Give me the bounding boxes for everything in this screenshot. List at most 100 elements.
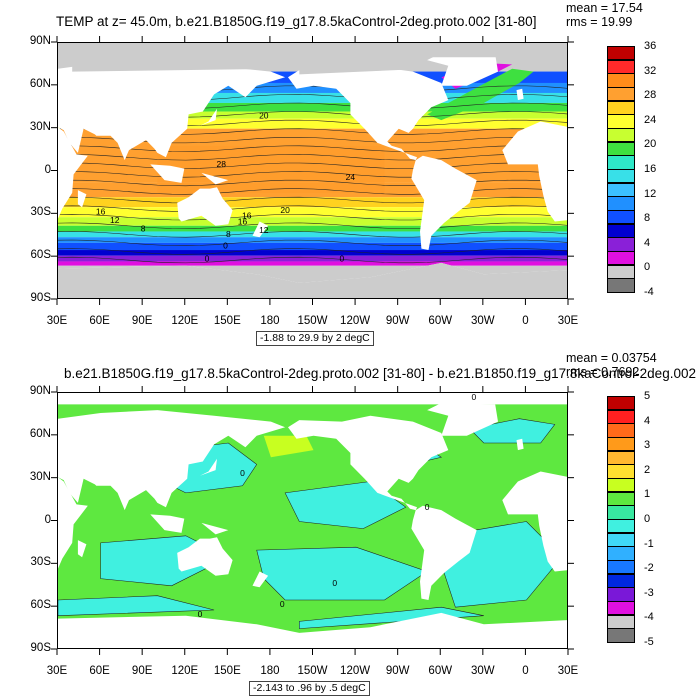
colorbar-label: 3 <box>644 439 651 452</box>
land-indonesia <box>150 514 185 533</box>
sst-band <box>58 102 567 112</box>
colorbar-swatch <box>607 141 635 157</box>
sst-band <box>58 111 567 119</box>
land-newzealand <box>252 571 269 588</box>
land-greenland <box>427 53 498 86</box>
sst-band <box>58 217 567 226</box>
colorbar-label: 32 <box>644 64 657 77</box>
panel-2-x-tick: 0 <box>522 665 529 677</box>
contour-line <box>58 231 567 238</box>
colorbar-label: -2 <box>644 562 654 575</box>
contour-label: 0 <box>280 599 285 609</box>
colorbar-swatch <box>607 478 635 493</box>
colorbar-label: 2 <box>644 463 651 476</box>
panel-1-x-tick: 0 <box>522 315 529 327</box>
land-africa_w <box>502 471 567 572</box>
colorbar-swatch <box>607 278 635 293</box>
land-samerica <box>411 155 477 250</box>
colorbar-swatch <box>607 409 635 425</box>
colorbar-label: 1 <box>644 488 651 501</box>
land-madagascar <box>77 190 87 208</box>
contour-label: 0 <box>472 393 477 402</box>
panel-2-map: 0 0 0 0 0 0 <box>57 392 568 649</box>
contour-label: 0 <box>205 253 210 263</box>
colorbar-swatch <box>607 210 635 225</box>
contour-line <box>58 145 567 152</box>
contour-label: 16 <box>238 216 248 226</box>
contour-line <box>58 196 567 204</box>
sst-band <box>58 207 567 218</box>
colorbar-label: -4 <box>644 611 654 624</box>
colorbar-swatch <box>607 73 635 88</box>
colorbar-label: 28 <box>644 89 657 102</box>
panel-2-x-tick: 150W <box>297 665 328 677</box>
panel-2-colorbar: 5 4 3 2 1 0 -1 -2 -3 -4 -5 <box>607 390 667 648</box>
land-africa_w <box>502 121 567 222</box>
land-australia <box>177 537 233 576</box>
siberia-grey <box>72 54 286 72</box>
colorbar-swatch <box>607 519 635 534</box>
contour-line <box>58 222 567 229</box>
panel-1-y-tick: 90S <box>30 292 51 304</box>
sst-band <box>58 92 567 103</box>
contour-label: 24 <box>346 172 356 182</box>
colorbar-swatch <box>607 128 635 143</box>
sst-band <box>58 237 567 243</box>
land-africa_e <box>58 477 88 570</box>
colorbar-swatch <box>607 169 635 184</box>
land-antarctica <box>58 612 567 648</box>
contour-label: 16 <box>242 211 252 221</box>
panel-2-x-tick: 30E <box>557 665 579 677</box>
colorbar-swatch <box>607 396 635 411</box>
panel-2-rms: rms = 0.7692 <box>566 365 640 379</box>
land-britain <box>516 88 524 101</box>
panel-1-mean: mean = 17.54 <box>566 1 643 15</box>
colorbar-swatch <box>607 573 635 589</box>
canada-arctic-grey <box>299 54 428 75</box>
colorbar-label: 0 <box>644 261 651 274</box>
colorbar-swatch <box>607 450 635 466</box>
panel-1-map: 20 28 24 16 12 8 0 16 12 8 20 0 0 16 <box>57 42 568 299</box>
colorbar-label: 4 <box>644 414 651 427</box>
colorbar-swatch <box>607 491 635 507</box>
colorbar-label: -5 <box>644 636 654 648</box>
colorbar-label: 20 <box>644 138 657 151</box>
contour-label: 20 <box>280 205 290 215</box>
panel-1-colorbar: 36 32 28 24 20 16 12 8 4 0 -4 <box>607 40 667 298</box>
panel-1-x-tick: 180 <box>260 315 280 327</box>
land-newguinea <box>201 172 229 185</box>
anomaly-region <box>284 481 407 529</box>
colorbar-label: 36 <box>644 40 657 52</box>
colorbar-swatch <box>607 628 635 643</box>
panel-1-x-tick: 150W <box>297 315 328 327</box>
land-madagascar <box>77 540 87 558</box>
panel-2-x-tick: 120E <box>171 665 199 677</box>
colorbar-swatch <box>607 532 635 548</box>
colorbar-label: 8 <box>644 212 651 225</box>
colorbar-swatch <box>607 223 635 239</box>
colorbar-swatch <box>607 505 635 520</box>
panel-2-y-tick: 60N <box>29 427 51 440</box>
contour-line <box>58 256 567 264</box>
panel-1-y-tick: 60S <box>30 249 51 262</box>
colorbar-swatch <box>607 196 635 211</box>
colorbar-swatch <box>607 601 635 616</box>
panel-1-rms: rms = 19.99 <box>566 15 633 29</box>
colorbar-label: -3 <box>644 586 654 599</box>
land-britain <box>516 438 524 451</box>
panel-2-mean: mean = 0.03754 <box>566 351 657 365</box>
land-samerica <box>411 505 477 600</box>
colorbar-label: 12 <box>644 187 657 200</box>
panel-2-y-tick: 30S <box>30 556 51 569</box>
contour-line <box>58 179 567 187</box>
panel-2-field: 0 0 0 0 0 0 <box>58 393 567 648</box>
panel-1-x-tick: 60W <box>428 315 453 327</box>
land-indonesia <box>150 164 185 183</box>
contour-label: 0 <box>198 609 203 619</box>
panel-1-y-tick: 60N <box>29 77 51 90</box>
colorbar-label: 5 <box>644 390 651 402</box>
colorbar-swatch <box>607 560 635 575</box>
panel-1-x-tick: 60E <box>89 315 110 327</box>
panel-1-field: 20 28 24 16 12 8 0 16 12 8 20 0 0 16 <box>58 43 567 298</box>
colorbar-swatch <box>607 46 635 61</box>
